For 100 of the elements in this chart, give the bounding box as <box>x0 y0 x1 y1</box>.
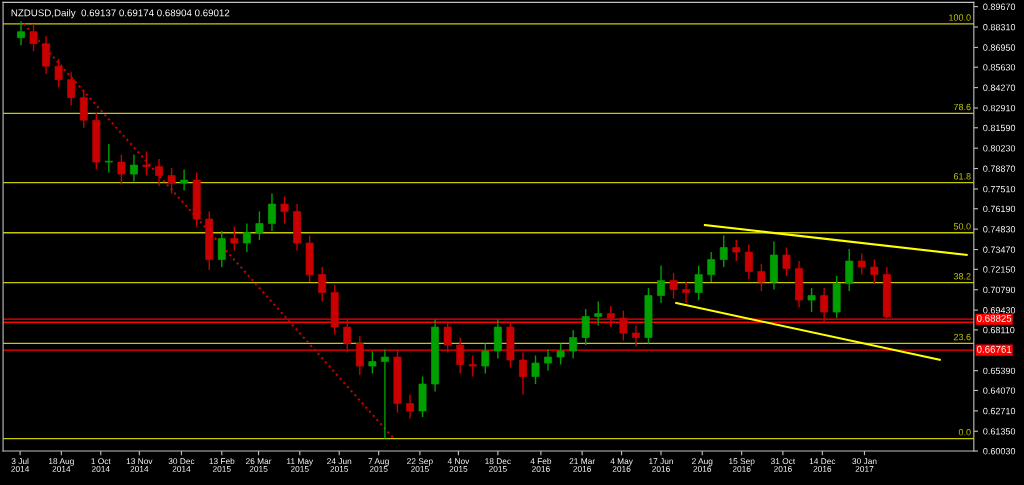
candlestick <box>130 153 138 183</box>
candlestick <box>368 350 377 375</box>
candlestick <box>268 192 276 232</box>
y-tick-label: 0.61350 <box>983 428 1016 435</box>
candlestick <box>694 264 703 301</box>
y-tick-label: 0.64070 <box>983 387 1016 394</box>
x-tick-label: 18 Aug 2014 <box>48 458 74 472</box>
x-tick-label: 7 Aug 2015 <box>368 458 389 472</box>
y-tick-label: 0.76190 <box>983 205 1016 213</box>
y-tick-label: 0.65390 <box>983 367 1016 375</box>
candlestick <box>142 150 151 177</box>
x-tick-label: 3 Jul 2014 <box>11 457 30 472</box>
annotation: 0.0 <box>958 429 971 436</box>
candlestick <box>782 246 791 277</box>
y-tick-label: 0.85630 <box>983 64 1016 71</box>
candlestick <box>619 309 628 342</box>
x-tick-label: 30 Dec 2014 <box>168 458 195 472</box>
candlestick <box>845 248 854 292</box>
candlestick <box>318 266 327 303</box>
annotation: 23.6 <box>953 333 971 341</box>
annotation: 61.8 <box>953 173 971 180</box>
y-tick-label: 0.88310 <box>983 23 1016 31</box>
candlestick <box>707 251 716 283</box>
candlestick <box>744 243 753 280</box>
x-tick-label: 14 Dec 2016 <box>809 458 836 472</box>
x-tick-label: 26 Mar 2015 <box>245 458 272 472</box>
annotation: 38.2 <box>953 273 971 280</box>
candlestick <box>569 329 578 360</box>
candlestick <box>67 71 76 106</box>
candlestick <box>519 351 527 396</box>
y-tick-label: 0.60030 <box>983 448 1016 455</box>
candlestick <box>870 258 879 285</box>
candlestick <box>217 230 226 268</box>
y-tick-label: 0.74830 <box>983 226 1016 233</box>
candlestick <box>54 57 63 88</box>
candlestick <box>242 222 251 253</box>
x-tick-label: 21 Mar 2016 <box>569 458 595 472</box>
candlestick <box>280 195 289 225</box>
candlestick <box>732 239 741 262</box>
candlestick <box>719 234 728 268</box>
candlestick <box>180 168 189 192</box>
candlestick <box>544 348 552 372</box>
candlestick <box>594 300 603 327</box>
annotation: 78.6 <box>953 103 971 111</box>
candlestick <box>456 336 465 375</box>
x-tick-label: 17 Jun 2016 <box>649 458 673 472</box>
candlestick <box>531 354 540 385</box>
candlestick <box>556 342 565 366</box>
text: NZDUSD,Daily 0.69137 0.69174 0.68904 0.69012 <box>11 9 230 19</box>
x-tick-label: 11 May 2015 <box>287 458 314 472</box>
x-tick-label: 13 Nov 2014 <box>126 458 153 472</box>
candlestick <box>443 320 452 354</box>
x-tick-label: 4 Nov 2015 <box>447 458 470 472</box>
y-tick-label: 0.62710 <box>983 407 1016 415</box>
y-tick-label: 0.86950 <box>983 44 1016 51</box>
candlestick <box>42 35 51 75</box>
candlestick <box>104 143 113 174</box>
x-tick-label: 4 Feb 2016 <box>530 457 552 472</box>
candlestick <box>857 252 866 276</box>
candlestick <box>481 342 490 375</box>
candlestick <box>255 210 264 241</box>
y-tick-label: 0.69430 <box>983 307 1016 314</box>
y-tick-label: 0.68110 <box>983 326 1015 334</box>
candlestick <box>669 272 678 300</box>
candlestick <box>682 281 691 304</box>
x-tick-label: 30 Jan 2017 <box>852 458 877 472</box>
y-tick-label: 0.77510 <box>983 185 1016 193</box>
candlestick <box>493 318 502 360</box>
candlestick <box>167 167 176 195</box>
x-tick-label: 2 Aug 2016 <box>691 458 713 472</box>
candlestick <box>631 324 640 348</box>
candlestick <box>606 305 615 328</box>
x-tick-label: 31 Oct 2016 <box>770 458 796 472</box>
candlestick <box>820 287 829 324</box>
ref-line-label: 0.66761 <box>976 345 1012 353</box>
ref-line-label: 0.68825 <box>976 314 1012 322</box>
candlestick <box>117 153 126 186</box>
annotation: 50.0 <box>953 223 971 230</box>
x-tick-label: 1 Oct 2014 <box>91 458 111 472</box>
x-tick-label: 13 Feb 2015 <box>209 457 235 472</box>
candlestick <box>17 20 25 46</box>
x-tick-label: 18 Dec 2015 <box>485 458 511 472</box>
candlestick <box>807 287 816 313</box>
y-tick-label: 0.82910 <box>983 104 1016 112</box>
candlestick <box>757 263 766 292</box>
x-tick-label: 4 May 2016 <box>610 458 633 472</box>
annotation: 100.0 <box>949 14 971 21</box>
candlestick <box>355 335 364 376</box>
candlestick <box>155 158 163 187</box>
y-tick-label: 0.80230 <box>983 145 1016 152</box>
candlestick <box>657 264 665 304</box>
x-tick-label: 22 Sep 2015 <box>407 458 433 472</box>
candlestick <box>380 348 389 440</box>
candlestick <box>581 308 590 346</box>
y-tick-label: 0.78870 <box>983 165 1016 172</box>
x-tick-label: 15 Sep 2016 <box>729 458 755 472</box>
y-tick-label: 0.70790 <box>983 286 1016 294</box>
y-tick-label: 0.81590 <box>983 124 1016 132</box>
x-tick-label: 24 Jun 2015 <box>327 458 352 472</box>
candlestick <box>468 354 477 378</box>
